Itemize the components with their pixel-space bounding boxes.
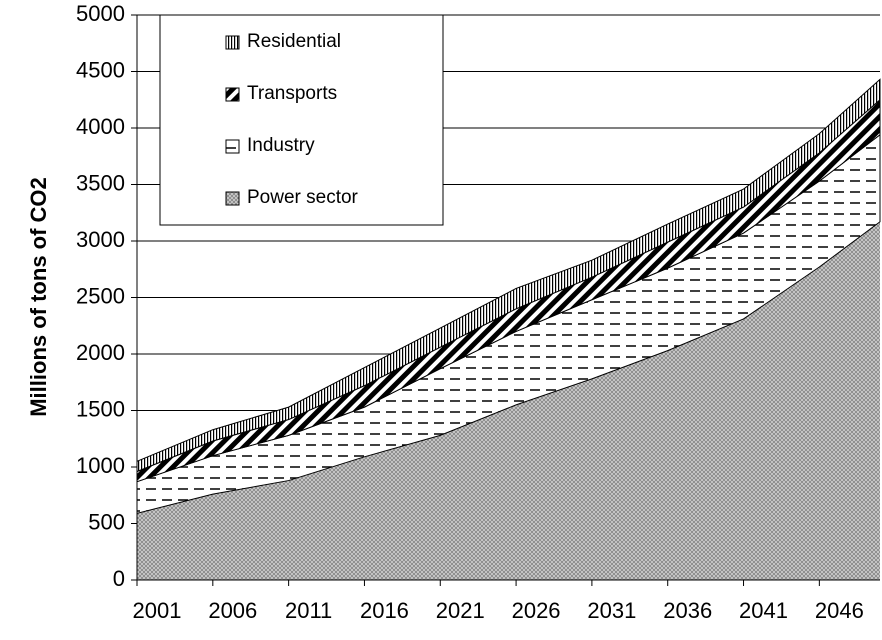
x-tick-label: 2011 bbox=[285, 598, 332, 623]
y-tick-label: 4000 bbox=[76, 114, 125, 139]
x-tick-label: 2016 bbox=[360, 598, 409, 623]
legend-label: Industry bbox=[247, 135, 315, 156]
x-tick-label: 2036 bbox=[663, 598, 712, 623]
legend-swatch bbox=[225, 191, 240, 206]
x-tick-label: 2021 bbox=[436, 598, 485, 623]
legend-label: Power sector bbox=[247, 187, 359, 208]
legend-box bbox=[159, 14, 444, 226]
legend-swatch bbox=[225, 139, 240, 154]
x-tick-label: 2041 bbox=[739, 598, 788, 623]
y-tick-label: 5000 bbox=[76, 1, 125, 26]
legend-swatch bbox=[225, 35, 240, 50]
legend: Power sector Industry Transports Residentia… bbox=[159, 14, 444, 226]
area bbox=[137, 221, 880, 581]
y-tick-label: 3000 bbox=[76, 227, 125, 252]
x-tick-label: 2001 bbox=[133, 598, 182, 623]
y-tick-label: 500 bbox=[88, 509, 125, 534]
y-tick-label: 2500 bbox=[76, 283, 125, 308]
x-tick-label: 2046 bbox=[815, 598, 864, 623]
y-tick-label: 1000 bbox=[76, 453, 125, 478]
y-tick-label: 3500 bbox=[76, 170, 125, 195]
y-tick-label: 0 bbox=[113, 566, 125, 591]
y-tick-label: 1500 bbox=[76, 396, 125, 421]
x-tick-label: 2031 bbox=[587, 598, 636, 623]
x-tick-label: 2006 bbox=[208, 598, 257, 623]
y-axis-label: Millions of tons of CO2 bbox=[26, 177, 51, 417]
legend-label: Transports bbox=[247, 83, 337, 104]
area bbox=[136, 78, 881, 473]
x-tick-label: 2026 bbox=[512, 598, 561, 623]
legend-swatch bbox=[225, 87, 240, 102]
y-tick-label: 2000 bbox=[76, 340, 125, 365]
legend-label: Residential bbox=[247, 31, 341, 52]
y-tick-label: 4500 bbox=[76, 57, 125, 82]
